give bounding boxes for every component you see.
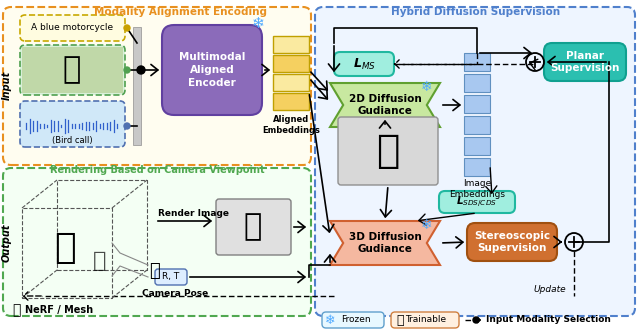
FancyBboxPatch shape — [439, 191, 515, 213]
Text: Stereoscopic
Supervision: Stereoscopic Supervision — [474, 231, 550, 253]
FancyBboxPatch shape — [322, 312, 384, 328]
Text: 2D Diffusion
Gudiance: 2D Diffusion Gudiance — [349, 94, 421, 116]
FancyBboxPatch shape — [3, 7, 311, 165]
FancyBboxPatch shape — [391, 312, 459, 328]
Text: 🏍: 🏍 — [244, 212, 262, 241]
Circle shape — [124, 123, 130, 129]
Bar — [273, 36, 309, 53]
Text: Planar
Supervision: Planar Supervision — [550, 51, 620, 73]
Text: 📷: 📷 — [150, 262, 161, 280]
FancyBboxPatch shape — [338, 117, 438, 185]
FancyBboxPatch shape — [3, 168, 311, 316]
FancyBboxPatch shape — [20, 45, 125, 95]
Text: $\boldsymbol{L}_{SDS/CDS}$: $\boldsymbol{L}_{SDS/CDS}$ — [456, 194, 497, 209]
Circle shape — [124, 25, 130, 31]
Bar — [273, 55, 309, 72]
Circle shape — [137, 66, 145, 74]
Text: 🐕: 🐕 — [63, 56, 81, 85]
Text: 🏍: 🏍 — [376, 132, 400, 170]
Circle shape — [473, 317, 479, 323]
Bar — [464, 95, 490, 113]
FancyBboxPatch shape — [544, 43, 626, 81]
FancyBboxPatch shape — [162, 25, 262, 115]
Text: Image
Embeddings: Image Embeddings — [449, 179, 505, 199]
Text: 🔥: 🔥 — [12, 303, 20, 317]
FancyBboxPatch shape — [315, 7, 635, 316]
Bar — [22, 47, 123, 93]
Text: Rendering Based on Camera Viewpoint: Rendering Based on Camera Viewpoint — [50, 165, 264, 175]
FancyBboxPatch shape — [155, 269, 187, 285]
Text: ❄: ❄ — [421, 80, 433, 94]
Bar — [133, 27, 141, 145]
Text: A blue motorcycle: A blue motorcycle — [31, 24, 113, 33]
Text: Aligned
Embeddings: Aligned Embeddings — [262, 115, 320, 135]
Bar — [273, 74, 309, 91]
Bar — [464, 137, 490, 155]
Text: 🏍: 🏍 — [93, 251, 107, 271]
Polygon shape — [330, 83, 440, 127]
Bar — [464, 116, 490, 134]
Text: ❄: ❄ — [324, 313, 335, 326]
Circle shape — [124, 67, 130, 73]
Text: $\boldsymbol{L}_{MS}$: $\boldsymbol{L}_{MS}$ — [353, 57, 376, 72]
FancyBboxPatch shape — [20, 15, 125, 41]
Text: Frozen: Frozen — [341, 315, 371, 324]
Text: Input Modality Selection: Input Modality Selection — [486, 315, 611, 324]
Text: Render Image: Render Image — [157, 208, 228, 217]
Text: Input: Input — [2, 70, 12, 100]
Polygon shape — [330, 221, 440, 265]
Text: Camera Pose: Camera Pose — [142, 288, 208, 297]
Text: Hybrid Diffusion Supervision: Hybrid Diffusion Supervision — [392, 7, 561, 17]
FancyBboxPatch shape — [467, 223, 557, 261]
Text: ❄: ❄ — [421, 218, 433, 232]
Bar — [464, 74, 490, 92]
FancyBboxPatch shape — [334, 52, 394, 76]
Text: 🏍: 🏍 — [54, 231, 76, 265]
Bar — [464, 158, 490, 176]
Text: Modality Alignment Encoding: Modality Alignment Encoding — [93, 7, 266, 17]
Text: Multimodal
Aligned
Encoder: Multimodal Aligned Encoder — [179, 52, 245, 88]
Text: 3D Diffusion
Gudiance: 3D Diffusion Gudiance — [349, 232, 421, 254]
Text: Trainable: Trainable — [405, 315, 447, 324]
FancyBboxPatch shape — [216, 199, 291, 255]
Bar — [273, 93, 309, 110]
Text: 🔥: 🔥 — [396, 313, 404, 326]
Text: R, T: R, T — [163, 272, 180, 281]
Text: Update: Update — [533, 285, 566, 294]
Text: (Bird call): (Bird call) — [52, 137, 92, 146]
FancyBboxPatch shape — [20, 101, 125, 147]
Text: ❄: ❄ — [252, 16, 264, 31]
Text: NeRF / Mesh: NeRF / Mesh — [25, 305, 93, 315]
Bar — [464, 53, 490, 71]
Text: Output: Output — [2, 224, 12, 262]
